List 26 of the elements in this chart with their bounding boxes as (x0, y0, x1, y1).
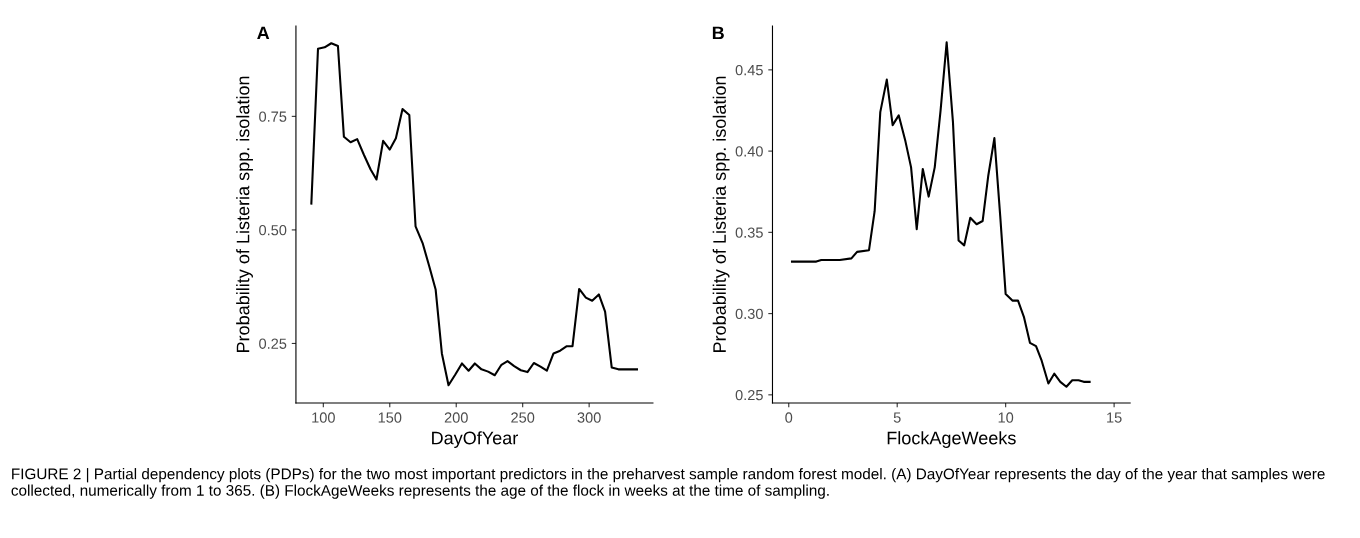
text: B (712, 26, 724, 40)
y-tick-label: 0.25 (735, 389, 763, 401)
x-tick-label: 200 (444, 412, 468, 423)
y-tick-label: 0.45 (735, 64, 763, 76)
x-axis-title: FlockAgeWeeks (887, 431, 1016, 448)
y-tick-label: 0.25 (259, 338, 287, 349)
x-tick-label: 100 (312, 412, 335, 423)
y-tick-label: 0.75 (259, 111, 287, 122)
x-tick-label: 15 (1107, 412, 1122, 423)
y-axis-title: Probability of Listeria spp. isolation (236, 76, 253, 352)
x-tick-label: 0 (785, 412, 793, 423)
line-series (790, 41, 1091, 388)
y-tick-label: 0.30 (735, 308, 763, 320)
x-tick-label: 5 (893, 412, 901, 423)
y-tick-label: 0.50 (259, 225, 287, 236)
line-series (310, 42, 639, 387)
caption: FIGURE 2 | Partial dependency plots (PDPs) for the two most important predictors in the preharvest sample random forest model. (A) DayOfYear represents the day of the year that samples were collected, numerically from 1 to 365. (B) FlockAgeWeeks represents the age of the flock in weeks at the time of sampling. (11, 468, 1325, 499)
y-tick-label: 0.40 (735, 146, 763, 157)
x-axis-title: DayOfYear (432, 431, 518, 448)
x-tick-label: 300 (577, 412, 601, 423)
x-tick-label: 250 (511, 412, 535, 423)
y-tick-label: 0.35 (735, 227, 763, 238)
x-tick-label: 150 (378, 412, 402, 423)
y-axis-title: Probability of Listeria spp. isolation (712, 76, 730, 352)
text: A (257, 26, 270, 40)
x-tick-label: 10 (998, 412, 1014, 423)
